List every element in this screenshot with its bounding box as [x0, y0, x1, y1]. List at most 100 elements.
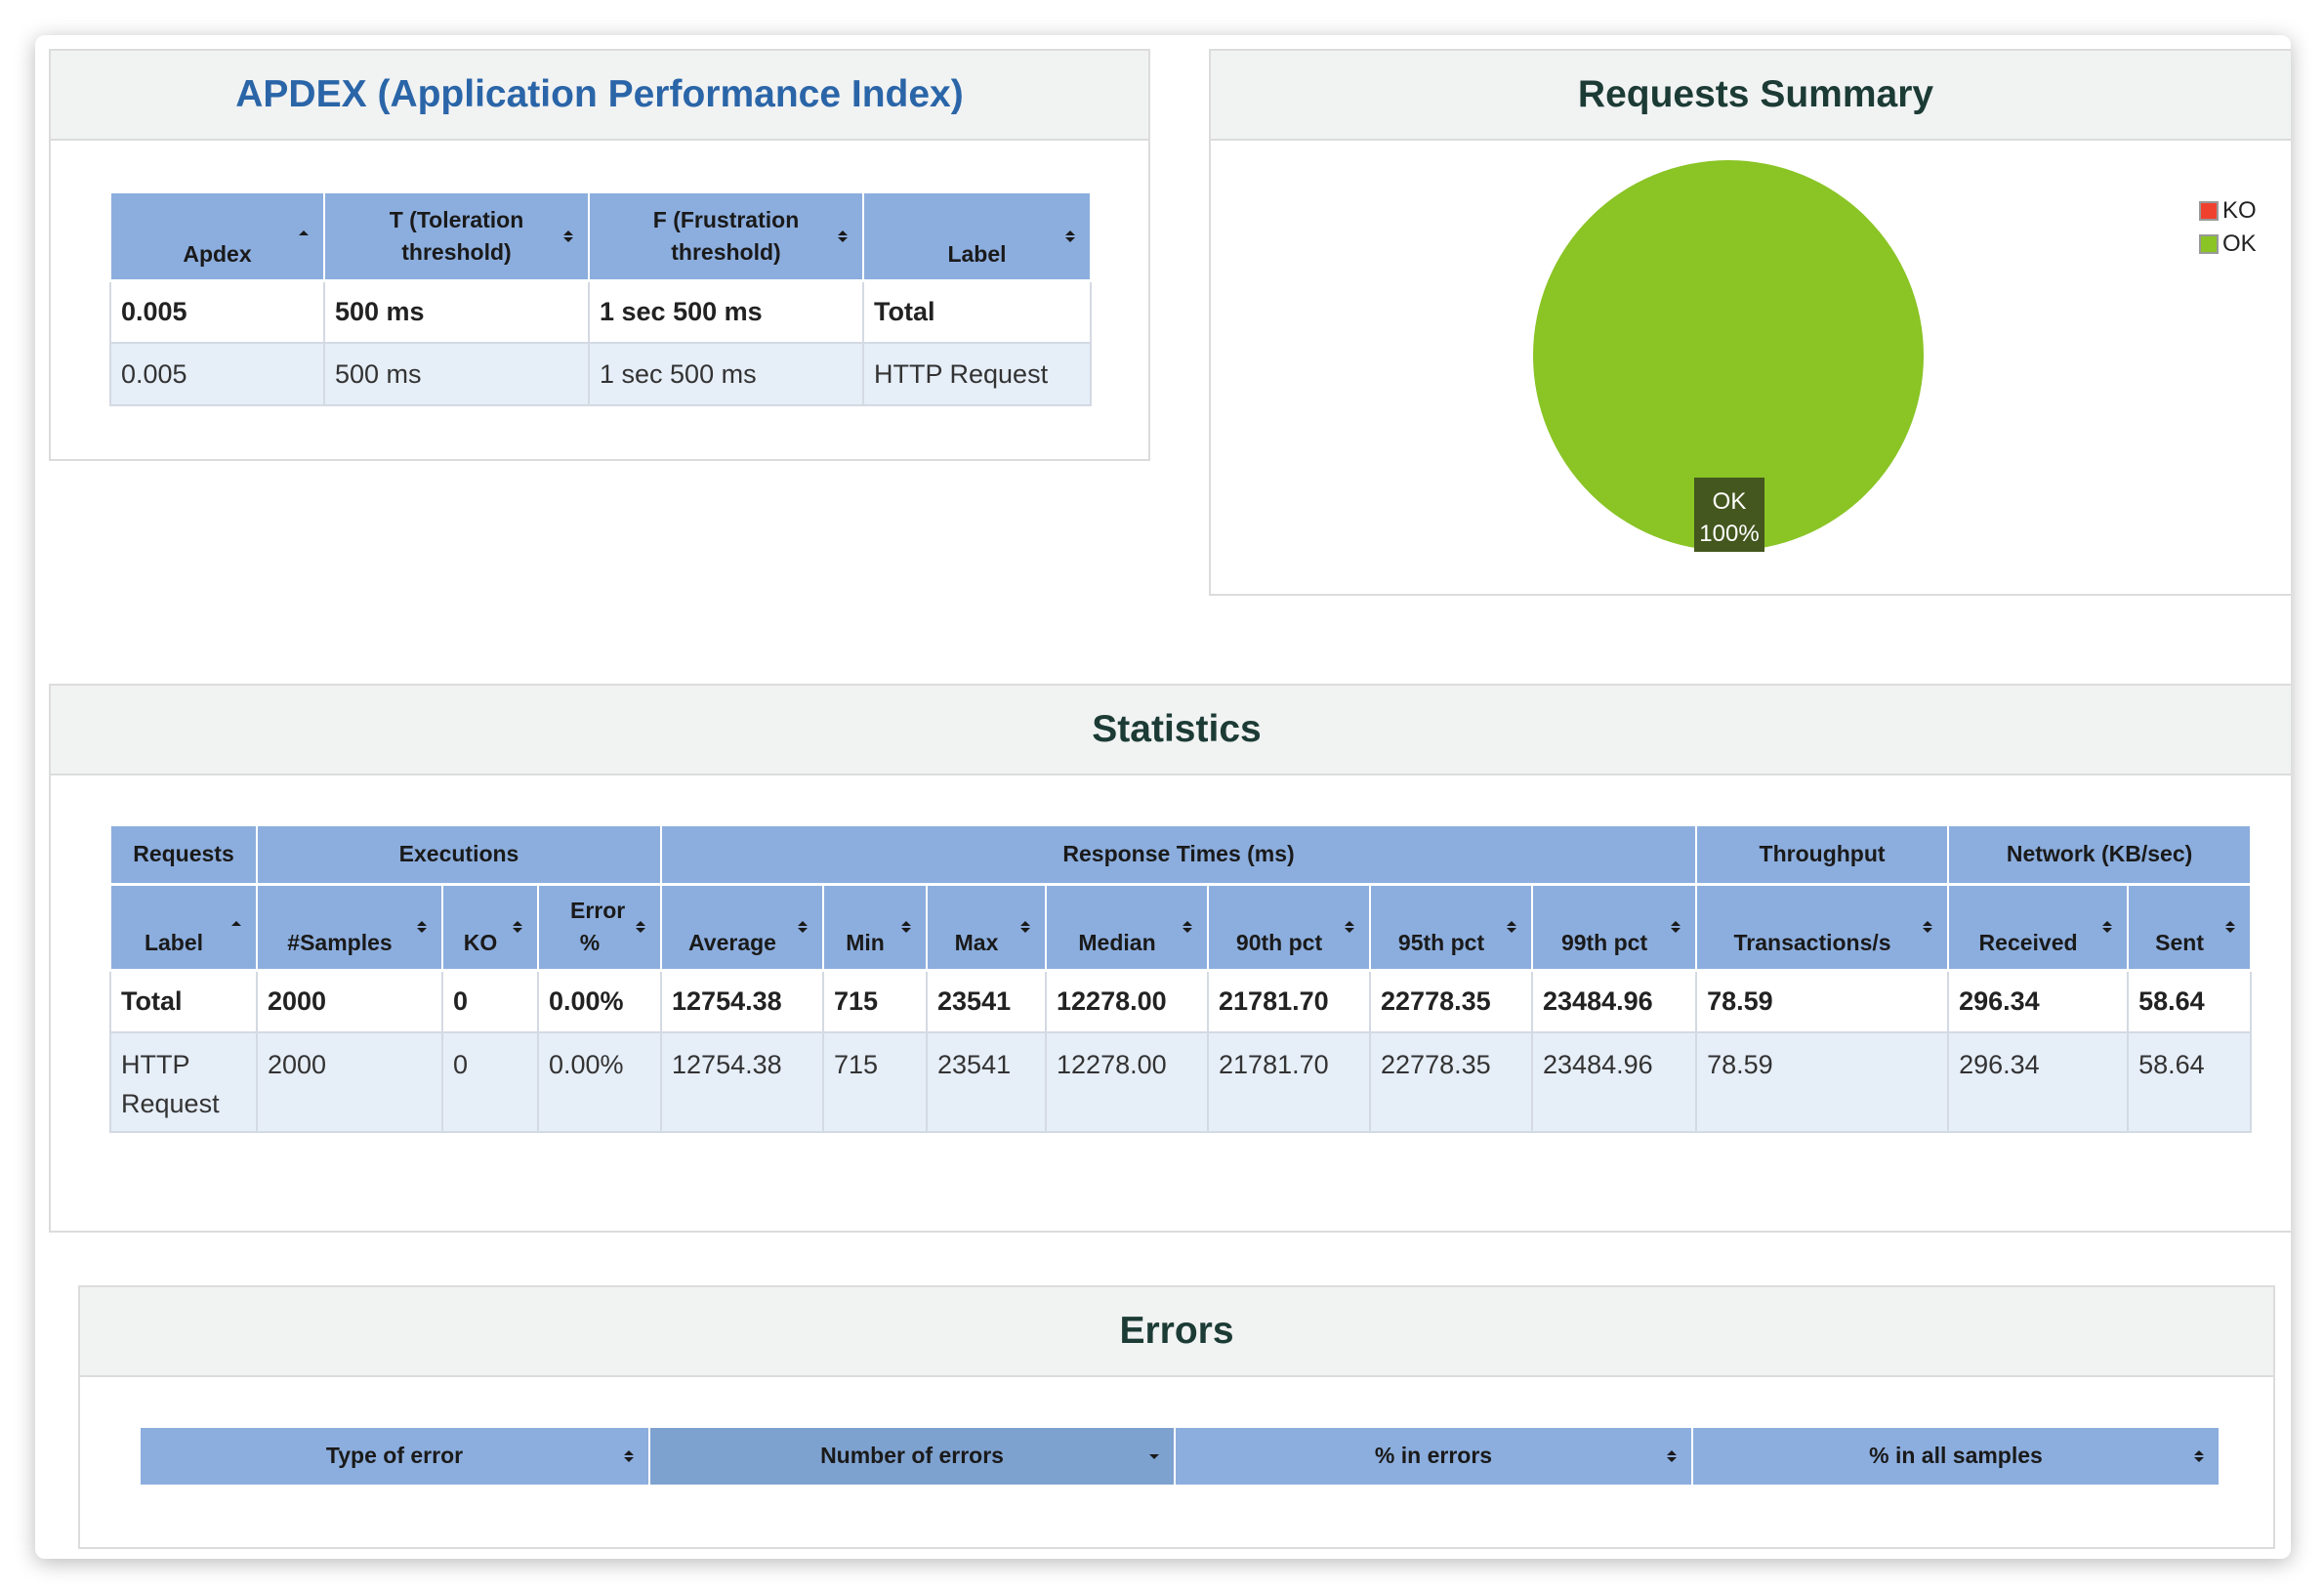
statistics-cell: 2000	[256, 969, 443, 1033]
statistics-col-7[interactable]: Median	[1045, 883, 1210, 972]
statistics-col-13[interactable]: Sent	[2127, 883, 2253, 972]
statistics-cell: 0	[441, 1031, 539, 1133]
sort-ascending-icon[interactable]	[298, 228, 310, 245]
statistics-cell: HTTP Request	[109, 1031, 258, 1133]
errors-col-percent-samples[interactable]: % in all samples	[1691, 1426, 2220, 1487]
statistics-col-5[interactable]: Min	[822, 883, 929, 972]
statistics-cell: 58.64	[2127, 969, 2253, 1033]
statistics-cell: 2000	[256, 1031, 443, 1133]
statistics-cell: Total	[109, 969, 258, 1033]
errors-title: Errors	[80, 1287, 2273, 1377]
sort-both-icon[interactable]	[1666, 1447, 1678, 1465]
statistics-cell: 0	[441, 969, 539, 1033]
apdex-panel: APDEX (Application Performance Index) Ap…	[49, 49, 1150, 461]
apdex-table: Apdex T (Toleration threshold) F (Frustr…	[109, 191, 1092, 406]
sort-both-icon[interactable]	[512, 918, 523, 936]
sort-both-icon[interactable]	[1506, 918, 1517, 936]
statistics-col-0[interactable]: Label	[109, 883, 258, 972]
statistics-cell: 23541	[926, 969, 1048, 1033]
legend-item-ok[interactable]: OK	[2199, 230, 2257, 258]
statistics-col-6[interactable]: Max	[926, 883, 1048, 972]
requests-summary-title: Requests Summary	[1211, 51, 2291, 141]
statistics-cell: 23484.96	[1531, 1031, 1698, 1133]
group-response-times: Response Times (ms)	[660, 824, 1698, 886]
statistics-col-9[interactable]: 95th pct	[1369, 883, 1534, 972]
statistics-col-12[interactable]: Received	[1947, 883, 2130, 972]
statistics-cell: 715	[822, 969, 929, 1033]
statistics-cell: 296.34	[1947, 969, 2130, 1033]
report-window: APDEX (Application Performance Index) Ap…	[35, 35, 2291, 1559]
statistics-col-2[interactable]: KO	[441, 883, 539, 972]
sort-both-icon[interactable]	[1344, 918, 1355, 936]
apdex-cell: Total	[862, 279, 1092, 344]
requests-summary-panel: Requests Summary OK 100% KO OK	[1209, 49, 2291, 596]
sort-both-icon[interactable]	[2224, 918, 2236, 936]
apdex-col-apdex[interactable]: Apdex	[109, 191, 325, 282]
pie-label-box	[1694, 478, 1764, 552]
legend-label-ok: OK	[2222, 230, 2257, 257]
sort-both-icon[interactable]	[1019, 918, 1031, 936]
sort-both-icon[interactable]	[837, 228, 849, 245]
statistics-cell: 21781.70	[1207, 1031, 1372, 1133]
sort-both-icon[interactable]	[562, 228, 574, 245]
sort-both-icon[interactable]	[1064, 228, 1076, 245]
sort-both-icon[interactable]	[635, 918, 646, 936]
errors-col-type[interactable]: Type of error	[139, 1426, 650, 1487]
legend-swatch-ok	[2199, 234, 2219, 254]
apdex-col-frustration[interactable]: F (Frustration threshold)	[588, 191, 864, 282]
errors-col-percent-errors[interactable]: % in errors	[1174, 1426, 1693, 1487]
sort-both-icon[interactable]	[623, 1447, 635, 1465]
sort-both-icon[interactable]	[1670, 918, 1681, 936]
sort-ascending-icon[interactable]	[230, 918, 242, 936]
statistics-col-1[interactable]: #Samples	[256, 883, 443, 972]
statistics-cell: 12754.38	[660, 1031, 825, 1133]
apdex-cell: 0.005	[109, 342, 325, 406]
statistics-cell: 23541	[926, 1031, 1048, 1133]
statistics-cell: 715	[822, 1031, 929, 1133]
statistics-cell: 12278.00	[1045, 1031, 1210, 1133]
apdex-total-row: 0.005 500 ms 1 sec 500 ms Total	[109, 279, 1092, 344]
statistics-cell: 296.34	[1947, 1031, 2130, 1133]
statistics-cell: 22778.35	[1369, 1031, 1534, 1133]
apdex-cell: 500 ms	[323, 342, 590, 406]
statistics-http-row: HTTP Request 2000 0 0.00% 12754.38 715 23541 12…	[109, 1031, 2253, 1133]
sort-both-icon[interactable]	[1922, 918, 1933, 936]
statistics-cell: 21781.70	[1207, 969, 1372, 1033]
apdex-col-label[interactable]: Label	[862, 191, 1092, 282]
apdex-col-toleration[interactable]: T (Toleration threshold)	[323, 191, 590, 282]
sort-descending-icon[interactable]	[1148, 1447, 1160, 1465]
statistics-col-11[interactable]: Transactions/s	[1695, 883, 1950, 972]
statistics-cell: 0.00%	[536, 969, 663, 1033]
statistics-total-row: Total 2000 0 0.00% 12754.38 715 23541 12278.00 2…	[109, 969, 2253, 1033]
pie-label-percent: 100%	[1699, 521, 1759, 547]
legend-item-ko[interactable]: KO	[2199, 197, 2257, 225]
group-network: Network (KB/sec)	[1947, 824, 2253, 886]
sort-both-icon[interactable]	[900, 918, 912, 936]
errors-col-number[interactable]: Number of errors	[648, 1426, 1176, 1487]
apdex-cell: 500 ms	[323, 279, 590, 344]
statistics-panel: Statistics Requests Executions Response …	[49, 684, 2291, 1233]
statistics-title: Statistics	[51, 686, 2291, 775]
statistics-cell: 23484.96	[1531, 969, 1698, 1033]
statistics-cell: 12754.38	[660, 969, 825, 1033]
statistics-col-3[interactable]: Error %	[536, 883, 663, 972]
sort-both-icon[interactable]	[416, 918, 428, 936]
apdex-http-row: 0.005 500 ms 1 sec 500 ms HTTP Request	[109, 342, 1092, 406]
statistics-col-10[interactable]: 99th pct	[1531, 883, 1698, 972]
apdex-cell: 0.005	[109, 279, 325, 344]
sort-both-icon[interactable]	[797, 918, 809, 936]
pie-label-name: OK	[1713, 488, 1747, 515]
sort-both-icon[interactable]	[1182, 918, 1193, 936]
errors-panel: Errors Type of error Number of errors % …	[78, 1285, 2275, 1549]
statistics-cell: 78.59	[1695, 969, 1950, 1033]
sort-both-icon[interactable]	[2101, 918, 2113, 936]
statistics-cell: 58.64	[2127, 1031, 2253, 1133]
statistics-table: Requests Executions Response Times (ms) …	[109, 824, 2253, 1133]
pie-slice-ok[interactable]	[1533, 160, 1924, 551]
legend-label-ko: KO	[2222, 197, 2257, 224]
statistics-col-8[interactable]: 90th pct	[1207, 883, 1372, 972]
pie-chart: OK 100%	[1533, 160, 1924, 552]
sort-both-icon[interactable]	[2193, 1447, 2205, 1465]
group-throughput: Throughput	[1695, 824, 1950, 886]
statistics-col-4[interactable]: Average	[660, 883, 825, 972]
